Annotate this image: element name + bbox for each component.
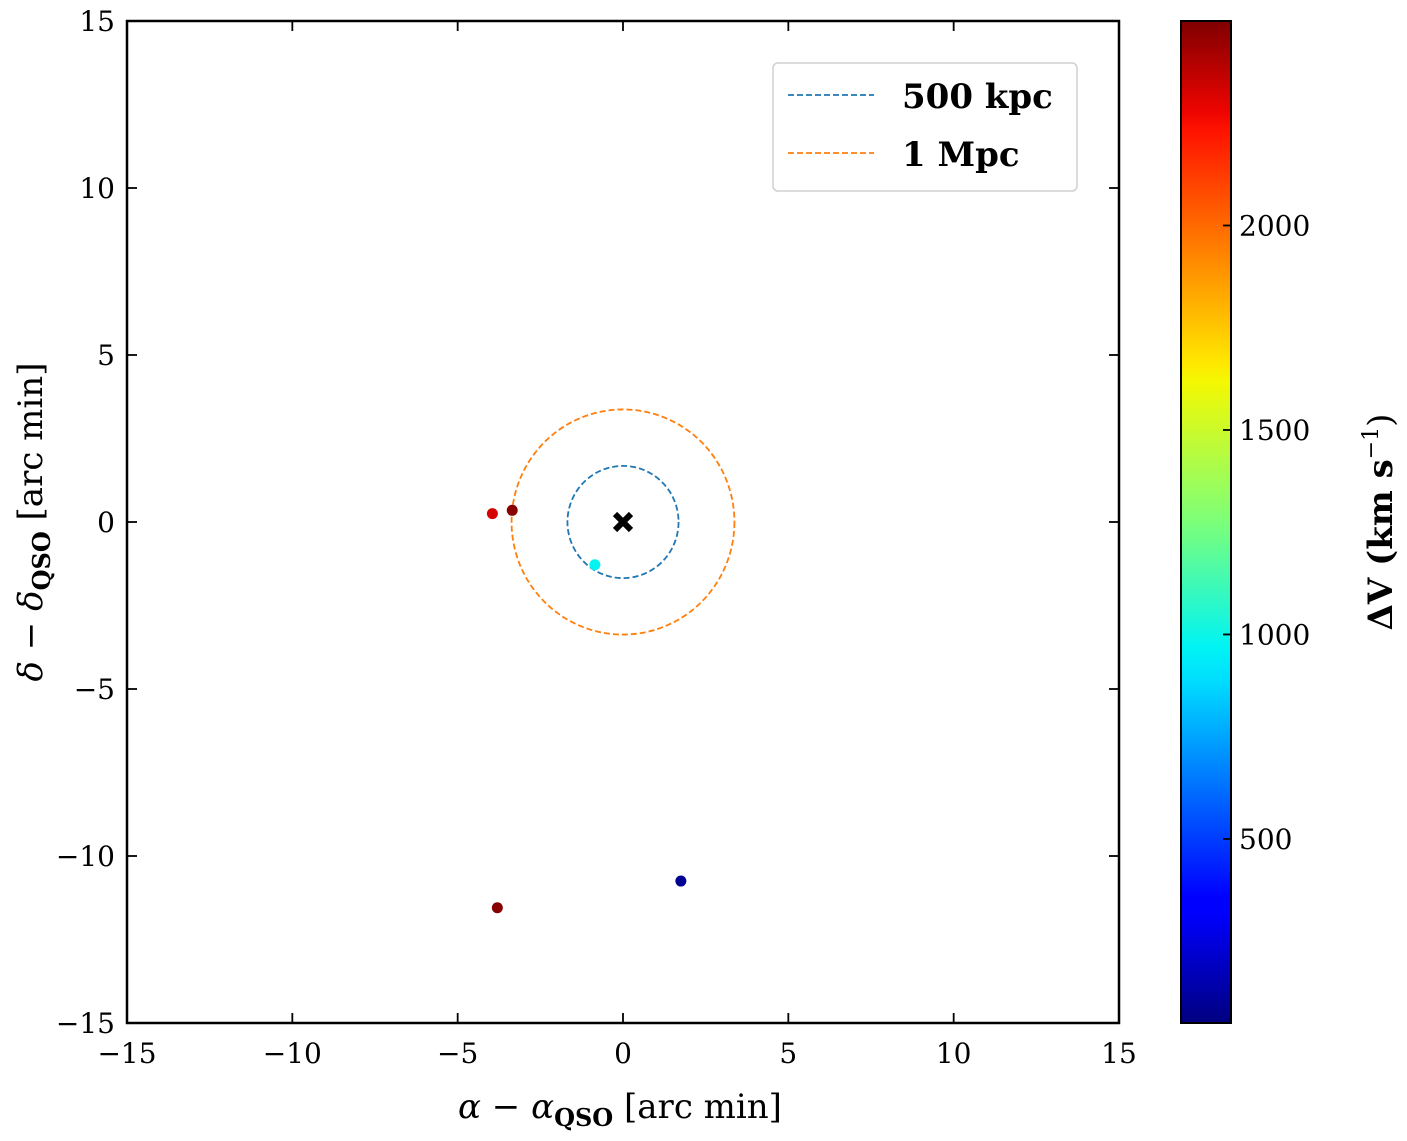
galaxy-points [486,504,687,914]
legend-box [772,62,1078,192]
circle-500kpc [566,464,680,580]
colorbar [1180,20,1232,1024]
y-axis-ticks: −15 −10 −5 0 5 10 15 [56,5,1119,1040]
y-tick-label: 5 [97,339,115,372]
x-axis-ticks: −15 −10 −5 0 5 10 15 [97,21,1137,1070]
y-tick-label: 10 [79,172,115,205]
x-axis-title: α − αQSO [arc min] [458,1087,782,1132]
data-point-3 [589,559,601,571]
colorbar-ticks: 500 1000 1500 2000 [1223,209,1310,856]
data-point-4 [675,875,687,887]
data-point-5 [491,902,503,914]
y-tick-label: −10 [56,840,115,873]
qso-marker-stroke-2 [612,511,634,533]
y-tick-label: −5 [74,673,115,706]
y-tick-label: −15 [56,1007,115,1040]
legend-label-500kpc: 500 kpc [902,77,1053,117]
data-point-2 [506,504,518,516]
x-tick-label: 5 [779,1037,797,1070]
qso-marker [612,511,634,533]
x-tick-label: 10 [936,1037,972,1070]
qso-marker-group [612,511,634,533]
legend-label-1mpc: 1 Mpc [902,135,1020,175]
x-tick-label: 15 [1101,1037,1137,1070]
colorbar-tick-label: 2000 [1239,209,1310,242]
colorbar-tick-label: 1000 [1239,618,1310,651]
x-tick-label: −5 [437,1037,478,1070]
x-tick-label: 0 [614,1037,632,1070]
colorbar-tick-label: 1500 [1239,414,1310,447]
y-axis-title: δ − δQSO [arc min] [11,363,56,682]
colorbar-title: ΔV (km s−1) [1359,414,1401,631]
legend: 500 kpc 1 Mpc [772,62,1078,192]
x-tick-label: −15 [97,1037,156,1070]
data-point-1 [486,508,498,520]
colorbar-tick-label: 500 [1239,823,1292,856]
radius-circles [510,408,736,636]
y-tick-label: 15 [79,5,115,38]
y-tick-label: 0 [97,506,115,539]
circle-1mpc [510,408,736,636]
x-tick-label: −10 [263,1037,322,1070]
